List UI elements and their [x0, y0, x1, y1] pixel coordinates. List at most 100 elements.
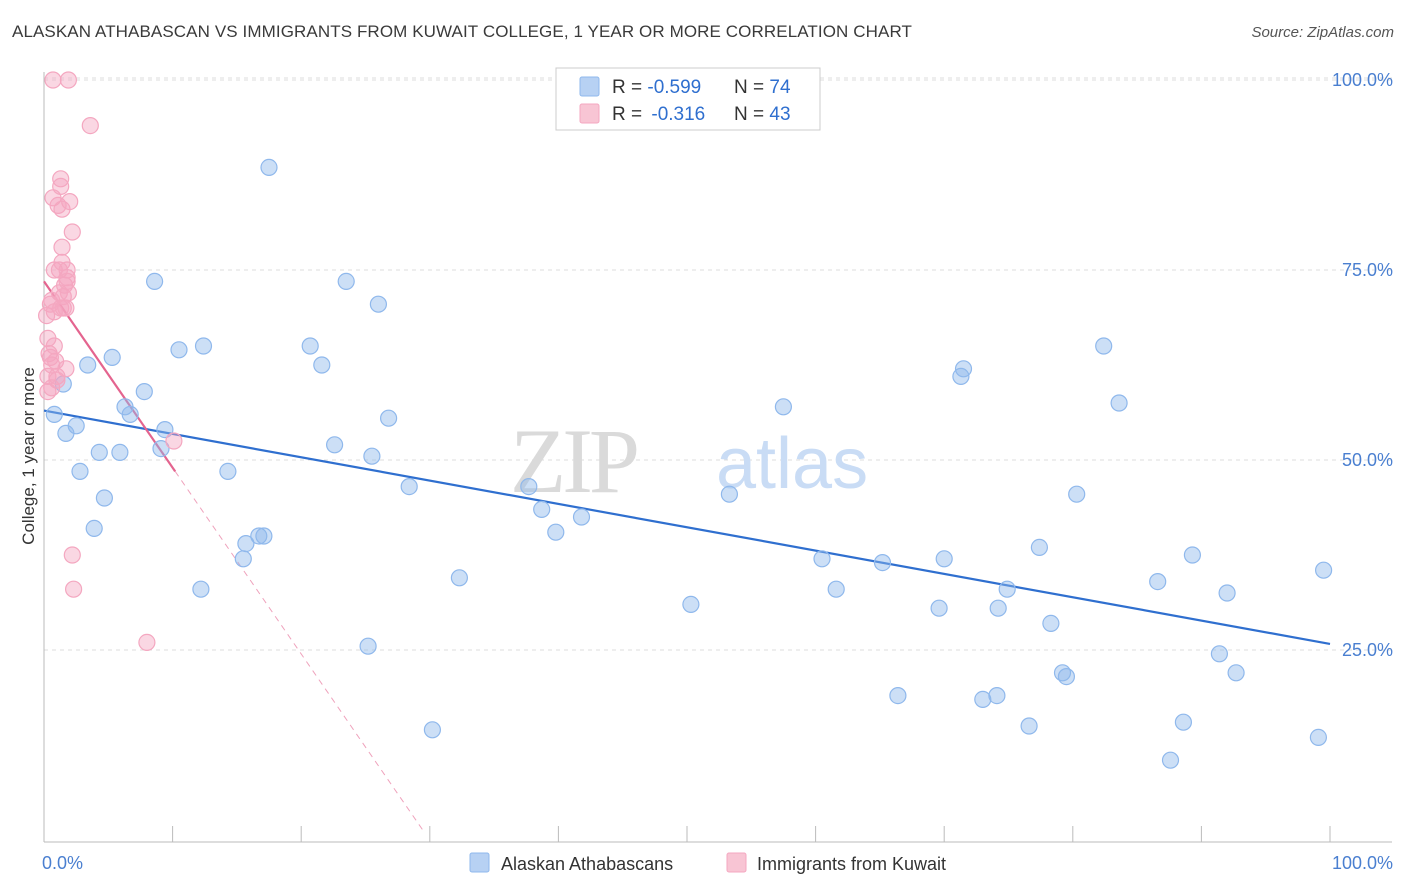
- point-s0-71: [1309, 728, 1328, 747]
- point-s0-22: [237, 534, 255, 553]
- point-s1-39: [63, 223, 81, 241]
- point-s0-55: [998, 580, 1016, 598]
- point-s0-31: [363, 447, 381, 465]
- point-s0-10: [111, 443, 129, 461]
- legend-n-label-2: N =: [734, 104, 769, 125]
- trend-line-s0: [43, 409, 1331, 646]
- point-s0-39: [547, 523, 565, 541]
- point-s0-57: [1030, 538, 1049, 557]
- x-tick-labels: 0.0% 100.0%: [42, 853, 1393, 873]
- data-points: [37, 71, 1333, 769]
- point-s0-27: [313, 356, 331, 374]
- point-s0-61: [1068, 485, 1086, 503]
- point-s0-68: [1210, 645, 1229, 663]
- point-s1-42: [138, 633, 156, 652]
- svg-text:R = -0.599: R = -0.599: [612, 77, 701, 98]
- legend-box: [555, 67, 821, 131]
- point-s0-7: [90, 443, 108, 461]
- point-s0-40: [572, 508, 591, 526]
- point-s0-15: [152, 440, 170, 458]
- point-s0-4: [71, 462, 89, 480]
- trend-line-s1: [43, 280, 177, 473]
- point-s0-49: [935, 550, 953, 568]
- point-s0-20: [219, 462, 237, 480]
- trend-lines: [43, 280, 1331, 832]
- svg-text:N = 74: N = 74: [734, 77, 791, 98]
- point-s0-21: [234, 550, 252, 568]
- point-s0-53: [988, 686, 1006, 705]
- point-s0-37: [520, 478, 538, 496]
- point-s0-44: [813, 550, 831, 568]
- y-tick-label-2: 50.0%: [1342, 450, 1393, 470]
- point-s0-14: [146, 272, 164, 290]
- point-s0-64: [1149, 572, 1167, 591]
- point-s0-0: [45, 405, 63, 423]
- svg-text:N = 43: N = 43: [734, 104, 791, 125]
- point-s0-29: [337, 272, 355, 290]
- point-s0-12: [121, 405, 139, 423]
- point-s0-60: [1057, 667, 1076, 686]
- point-s1-37: [61, 193, 79, 211]
- legend-r-value-1: -0.599: [647, 77, 701, 98]
- legend-n-label-1: N =: [734, 77, 769, 98]
- point-s1-17: [48, 371, 66, 389]
- x-ticks: [172, 826, 1331, 842]
- point-s0-42: [720, 485, 739, 503]
- point-s0-17: [170, 341, 188, 359]
- point-s0-9: [103, 348, 121, 366]
- point-s0-3: [67, 417, 85, 435]
- legend: R = -0.599 N = 74 R = -0.316 N = 43: [555, 67, 821, 131]
- point-s0-38: [533, 500, 551, 518]
- point-s0-72: [1314, 561, 1333, 579]
- y-tick-label-3: 25.0%: [1342, 640, 1393, 660]
- point-s0-18: [192, 580, 210, 598]
- source-credit: Source: ZipAtlas.com: [1251, 24, 1394, 41]
- point-s1-38: [63, 546, 81, 564]
- axes: [43, 72, 1392, 843]
- point-s0-56: [1020, 717, 1038, 735]
- point-s0-6: [85, 519, 103, 538]
- legend-swatch-kuwait: [579, 103, 600, 124]
- point-s0-24: [255, 527, 273, 545]
- point-s0-35: [423, 721, 441, 739]
- point-s1-22: [52, 177, 70, 195]
- point-s0-47: [889, 686, 907, 705]
- point-s0-62: [1095, 337, 1113, 355]
- point-s0-26: [301, 337, 319, 355]
- series-legend-swatch-kuwait: [726, 852, 747, 873]
- point-s1-12: [45, 337, 63, 355]
- point-s0-45: [827, 580, 845, 598]
- point-s1-35: [59, 71, 78, 89]
- point-s0-41: [682, 595, 700, 614]
- trend-line-extension-s1: [174, 471, 424, 832]
- y-tick-label-1: 75.0%: [1342, 260, 1393, 280]
- legend-r-label-2: R =: [612, 104, 647, 125]
- point-s0-43: [774, 398, 793, 416]
- point-s0-36: [450, 569, 468, 587]
- point-s0-51: [954, 360, 973, 378]
- point-s0-46: [873, 553, 892, 572]
- point-s0-67: [1183, 546, 1202, 564]
- point-s0-58: [1042, 614, 1060, 633]
- point-s0-66: [1174, 713, 1193, 731]
- point-s0-23: [250, 527, 268, 545]
- point-s0-65: [1161, 751, 1180, 769]
- point-s1-36: [59, 284, 78, 302]
- point-s0-19: [194, 337, 213, 355]
- point-s0-16: [156, 421, 174, 439]
- point-s0-48: [930, 599, 948, 617]
- y-tick-labels: 100.0% 75.0% 50.0% 25.0%: [1332, 70, 1393, 660]
- point-s0-32: [369, 295, 387, 313]
- point-s0-33: [380, 409, 398, 427]
- watermark-zip: ZIP: [510, 410, 637, 512]
- series-legend-label-kuwait: Immigrants from Kuwait: [757, 854, 946, 874]
- point-s1-31: [57, 360, 75, 378]
- point-s1-10: [44, 71, 62, 89]
- legend-r-label-1: R =: [612, 77, 647, 98]
- y-tick-label-0: 100.0%: [1332, 70, 1393, 90]
- legend-r-value-2: -0.316: [651, 104, 705, 125]
- point-s0-5: [79, 356, 97, 374]
- point-s0-34: [400, 478, 418, 496]
- x-tick-label-0: 0.0%: [42, 853, 83, 873]
